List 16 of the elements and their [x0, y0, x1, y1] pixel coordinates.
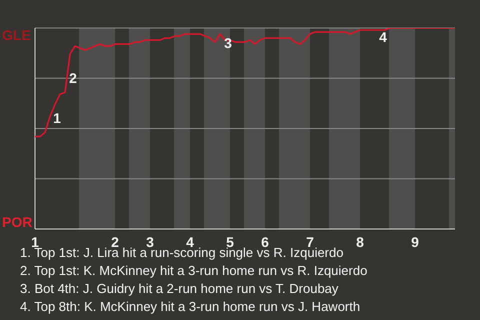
text: POR	[2, 214, 32, 230]
annotation: 1	[53, 110, 62, 126]
text: 2. Top 1st: K. McKinney hit a 3-run home run vs R. Izquierdo	[20, 262, 368, 280]
x-tick-label: 3	[146, 234, 154, 250]
x-tick-label: 9	[411, 234, 420, 250]
text: GLE	[2, 27, 31, 43]
annotation: 2	[69, 70, 78, 86]
annotation: 4	[379, 29, 388, 45]
x-tick-label: 2	[111, 234, 120, 250]
x-tick-label: 8	[356, 234, 364, 250]
text: 3. Bot 4th: J. Guidry hit a 2-run home run vs T. Droubay	[20, 280, 340, 298]
x-tick-label: 4	[186, 234, 194, 250]
x-tick-label: 7	[306, 234, 314, 250]
x-tick-label: 6	[261, 234, 270, 250]
text: 4. Top 8th: K. McKinney hit a 3-run home run vs J. Haworth	[20, 298, 362, 316]
x-tick-label: 5	[226, 234, 234, 250]
